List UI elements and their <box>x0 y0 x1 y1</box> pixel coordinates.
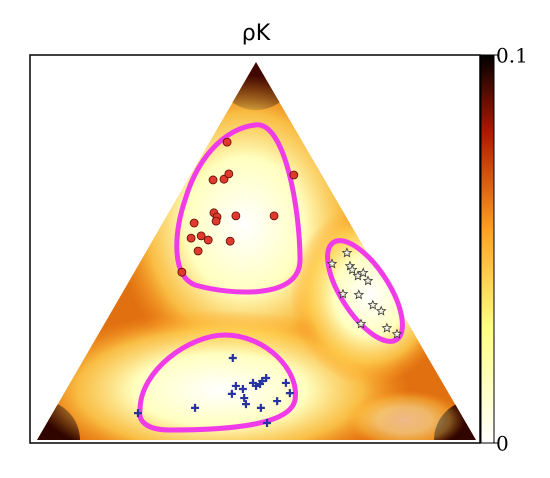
point <box>211 216 221 226</box>
point <box>231 211 241 221</box>
point <box>203 235 213 245</box>
point <box>256 403 265 412</box>
point <box>193 246 203 256</box>
point <box>133 409 142 418</box>
contours <box>137 122 405 433</box>
point <box>273 397 282 406</box>
point <box>228 353 237 362</box>
point <box>238 384 247 393</box>
point <box>196 231 206 241</box>
point <box>186 233 196 243</box>
point <box>177 267 187 277</box>
point <box>337 288 349 299</box>
point <box>231 381 240 390</box>
point <box>367 299 379 310</box>
colorbar-tick-label: 0 <box>496 432 509 456</box>
point <box>225 236 235 246</box>
point <box>341 247 353 258</box>
point <box>191 403 200 412</box>
point <box>189 218 199 228</box>
point <box>381 322 393 333</box>
point <box>391 328 403 339</box>
point <box>375 305 387 316</box>
point <box>281 378 290 387</box>
point <box>362 275 374 286</box>
point <box>285 389 294 398</box>
colorbar <box>480 54 495 444</box>
colorbar-tick-label: 0.1 <box>496 44 528 68</box>
point <box>346 264 358 275</box>
point <box>224 169 234 179</box>
point <box>263 418 272 427</box>
point <box>208 175 218 185</box>
point <box>240 394 249 403</box>
point <box>222 137 232 147</box>
point <box>241 400 250 409</box>
point <box>269 211 279 221</box>
point <box>353 289 365 300</box>
point <box>289 170 299 180</box>
point <box>227 389 236 398</box>
point <box>357 267 369 278</box>
chart-title: ρK <box>242 21 271 46</box>
point <box>355 318 367 329</box>
point <box>326 258 338 269</box>
point <box>248 378 257 387</box>
